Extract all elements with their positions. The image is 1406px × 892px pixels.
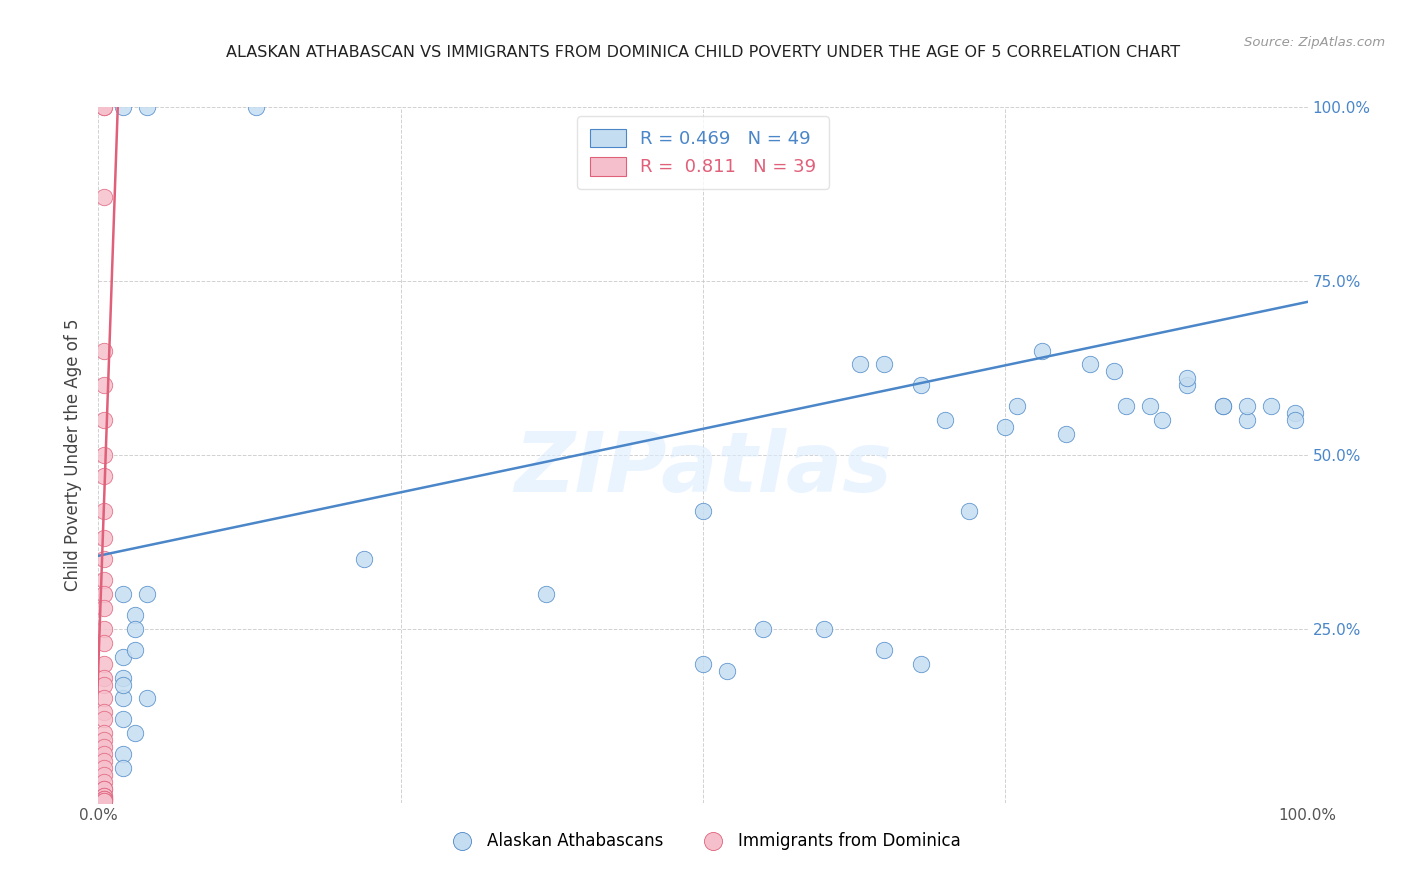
Point [124, 622, 146, 636]
Point [93, 781, 115, 796]
Point [111, 677, 134, 691]
Point [1007, 399, 1029, 413]
Point [1031, 343, 1053, 358]
Point [93, 712, 115, 726]
Point [1175, 371, 1198, 385]
Point [93, 468, 115, 483]
Point [93, 552, 115, 566]
Point [135, 587, 157, 601]
Point [93, 706, 115, 720]
Point [135, 691, 157, 706]
Point [1260, 399, 1282, 413]
Point [957, 503, 980, 517]
Point [124, 726, 146, 740]
Point [111, 649, 134, 664]
Point [93, 781, 115, 796]
Point [1284, 413, 1306, 427]
Point [93, 503, 115, 517]
Point [93, 636, 115, 650]
Point [111, 761, 134, 775]
Point [93, 761, 115, 775]
Point [93, 794, 115, 808]
Point [245, 100, 267, 114]
Y-axis label: Child Poverty Under the Age of 5: Child Poverty Under the Age of 5 [65, 318, 83, 591]
Point [93, 792, 115, 806]
Point [873, 358, 896, 372]
Point [1152, 413, 1174, 427]
Point [111, 747, 134, 761]
Point [111, 712, 134, 726]
Point [1284, 406, 1306, 420]
Point [111, 587, 134, 601]
Point [93, 378, 115, 392]
Point [124, 607, 146, 622]
Point [1212, 399, 1234, 413]
Point [716, 664, 738, 678]
Point [111, 100, 134, 114]
Point [813, 622, 835, 636]
Point [111, 671, 134, 685]
Point [1236, 413, 1258, 427]
Text: ZIPatlas: ZIPatlas [515, 428, 891, 509]
Point [1175, 378, 1198, 392]
Point [752, 622, 775, 636]
Point [1078, 358, 1101, 372]
Point [93, 677, 115, 691]
Point [1102, 364, 1125, 378]
Point [873, 642, 896, 657]
Point [93, 413, 115, 427]
Point [934, 413, 956, 427]
Legend: Alaskan Athabascans, Immigrants from Dominica: Alaskan Athabascans, Immigrants from Dom… [439, 826, 967, 857]
Point [93, 100, 115, 114]
Point [93, 343, 115, 358]
Text: Source: ZipAtlas.com: Source: ZipAtlas.com [1244, 36, 1385, 49]
Point [93, 747, 115, 761]
Point [135, 100, 157, 114]
Point [534, 587, 557, 601]
Point [849, 358, 872, 372]
Point [93, 587, 115, 601]
Point [93, 190, 115, 204]
Point [93, 100, 115, 114]
Point [93, 789, 115, 803]
Point [93, 573, 115, 587]
Point [93, 733, 115, 747]
Point [93, 726, 115, 740]
Point [93, 775, 115, 789]
Point [1054, 427, 1077, 442]
Point [93, 794, 115, 808]
Point [93, 532, 115, 546]
Point [994, 420, 1017, 434]
Point [910, 657, 932, 671]
Point [93, 448, 115, 462]
Point [93, 671, 115, 685]
Text: ALASKAN ATHABASCAN VS IMMIGRANTS FROM DOMINICA CHILD POVERTY UNDER THE AGE OF 5 : ALASKAN ATHABASCAN VS IMMIGRANTS FROM DO… [226, 45, 1180, 60]
Point [1212, 399, 1234, 413]
Point [93, 691, 115, 706]
Point [93, 754, 115, 768]
Point [692, 657, 714, 671]
Point [692, 503, 714, 517]
Point [124, 642, 146, 657]
Point [93, 601, 115, 615]
Point [93, 768, 115, 782]
Point [1139, 399, 1161, 413]
Point [111, 691, 134, 706]
Point [93, 792, 115, 806]
Point [1236, 399, 1258, 413]
Point [93, 622, 115, 636]
Point [1115, 399, 1137, 413]
Point [93, 789, 115, 803]
Point [93, 740, 115, 755]
Point [93, 657, 115, 671]
Point [93, 792, 115, 806]
Point [353, 552, 375, 566]
Point [910, 378, 932, 392]
